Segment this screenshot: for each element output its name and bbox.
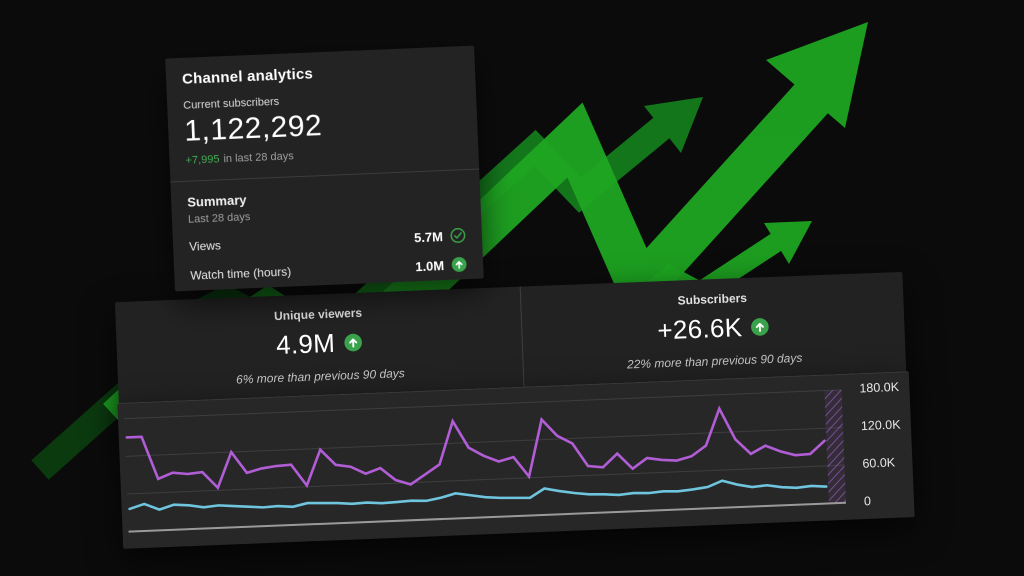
arrow-up-circle-icon [751,318,769,336]
unique-viewers-value: 4.9M [275,327,336,361]
summary-row-watch-time[interactable]: Watch time (hours) 1.0M [190,256,467,284]
subscriber-delta-suffix: in last 28 days [223,150,294,166]
x-axis-line [128,501,847,533]
incomplete-data-hatch-band [824,389,846,504]
card-title: Channel analytics [181,65,314,88]
line-chart-plot[interactable]: 180.0K 120.0K 60.0K 0 [117,372,914,550]
card-divider [170,168,480,183]
gridline [124,389,842,420]
watch-time-value: 1.0M [414,257,445,274]
channel-analytics-card: Channel analytics Current subscribers 1,… [165,45,484,292]
gridline [127,464,845,495]
y-axis-tick-label: 180.0K [859,380,900,396]
watch-time-label: Watch time (hours) [190,264,292,283]
analytics-chart-panel: 180.0K 120.0K 60.0K 0 [117,371,915,550]
views-value: 5.7M [413,228,444,245]
unique-viewers-stat[interactable]: Unique viewers 4.9M 6% more than previou… [115,287,524,424]
y-axis-tick-label: 120.0K [861,417,902,433]
check-circle-icon [450,228,466,243]
subscribers-comparison: 22% more than previous 90 days [626,350,803,372]
subscriber-delta-value: +7,995 [185,153,220,167]
subscribers-label: Subscribers [677,290,748,308]
subscribers-value: +26.6K [656,312,743,346]
y-axis-tick-label: 0 [864,494,872,508]
purple-series-line [125,405,826,491]
unique-viewers-label: Unique viewers [273,305,363,324]
arrow-up-circle-icon [343,333,362,352]
subscribers-stat[interactable]: Subscribers +26.6K 22% more than previou… [519,271,908,409]
peek-triangle-dark [196,284,256,300]
views-label: Views [188,238,222,254]
arrow-up-circle-icon [451,257,467,272]
stats-strip-panel: Unique viewers 4.9M 6% more than previou… [114,271,908,425]
cyan-series-line [128,479,828,512]
gridline [125,427,843,457]
unique-viewers-comparison: 6% more than previous 90 days [235,366,406,387]
y-axis-tick-label: 60.0K [862,455,896,470]
summary-row-views[interactable]: Views 5.7M [189,227,466,255]
